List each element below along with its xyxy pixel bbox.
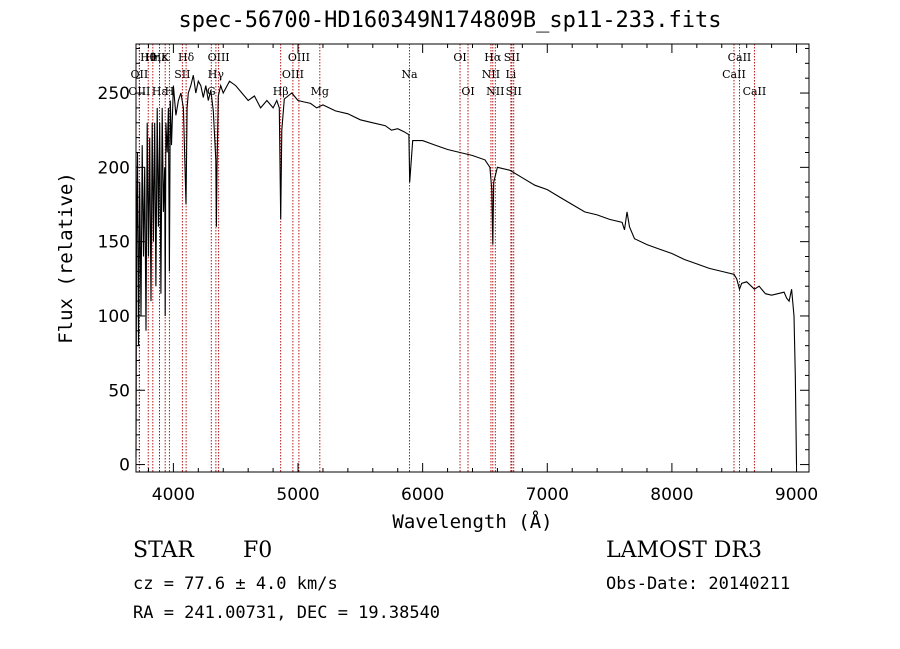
y-tick-label: 50 [108,381,130,401]
line-label: Na [401,68,418,81]
line-label: SII [174,68,190,81]
coordinates: RA = 241.00731, DEC = 19.38540 [133,603,441,623]
spectrum-line [135,75,798,465]
line-label: Hδ [178,51,195,64]
plot-frame [135,43,810,473]
x-tick-label: 6000 [401,485,444,505]
line-label: Hη [145,51,161,64]
line-label: CaII [743,85,767,98]
x-tick-label: 7000 [526,485,569,505]
line-label: OIII [282,68,304,81]
y-tick-label: 150 [98,233,130,253]
redshift-velocity: cz = 77.6 ± 4.0 km/s [133,574,338,594]
object-subclass: F0 [243,538,273,563]
x-tick-label: 9000 [775,485,818,505]
line-label: Hα [484,51,502,64]
chart-title: spec-56700-HD160349N174809B_sp11-233.fit… [178,8,722,33]
line-label: Hβ [273,85,289,98]
line-label: CaII [722,68,746,81]
y-tick-label: 250 [98,84,130,104]
line-label: CaII [728,51,752,64]
line-label: OI [453,51,466,64]
y-axis-label: Flux (relative) [55,172,77,344]
line-label: Hε [152,85,168,98]
survey-name: LAMOST DR3 [606,538,762,563]
object-class: STAR [133,538,194,563]
line-label: SII [506,85,522,98]
line-label: NII [486,85,504,98]
line-label: Mg [311,85,329,98]
line-label: K [161,51,170,64]
spectrum-series [135,75,798,465]
x-tick-label: 4000 [152,485,195,505]
line-label: OIII [208,51,230,64]
line-label: OIII [128,85,150,98]
line-label: OI [461,85,474,98]
x-axis-label: Wavelength (Å) [392,510,552,533]
line-label: SII [504,51,520,64]
y-tick-label: 0 [119,456,130,476]
line-label: H [165,85,175,98]
line-label: Li [505,68,516,81]
axes [135,43,810,473]
line-label: OIII [288,51,310,64]
line-label: Hγ [208,68,225,81]
axis-labels: 4000 5000 6000 7000 8000 9000 0 50 100 150 200 250 W… [55,84,818,533]
line-label: NII [482,68,500,81]
observation-date: Obs-Date: 20140211 [606,574,791,594]
y-tick-label: 200 [98,158,130,178]
x-tick-label: 5000 [276,485,319,505]
x-tick-label: 8000 [650,485,693,505]
y-tick-label: 100 [98,307,130,327]
